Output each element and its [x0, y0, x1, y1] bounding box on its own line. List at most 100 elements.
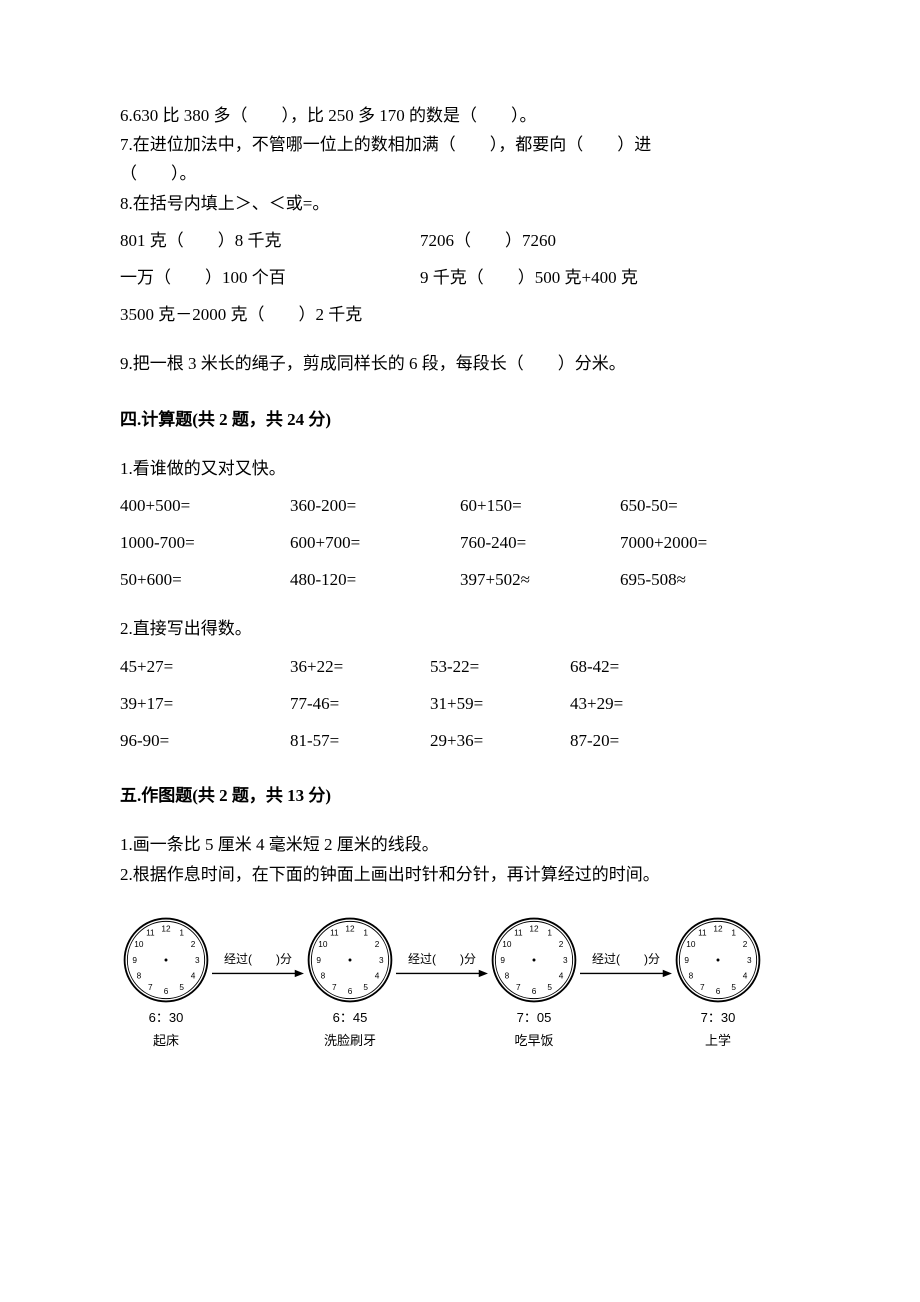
svg-text:9: 9 — [500, 956, 505, 965]
clock-1: 123456789101112 6：30 起床 — [120, 914, 212, 1052]
svg-text:4: 4 — [191, 971, 196, 980]
svg-text:2: 2 — [375, 940, 380, 949]
svg-text:10: 10 — [134, 940, 144, 949]
svg-text:9: 9 — [316, 956, 321, 965]
calc-b-row-1: 45+27= 36+22= 53-22= 68-42= — [120, 653, 800, 680]
svg-text:3: 3 — [195, 956, 200, 965]
clock-face-icon: 123456789101112 — [672, 914, 764, 1006]
svg-text:7: 7 — [700, 983, 705, 992]
svg-text:10: 10 — [686, 940, 696, 949]
clock-face-icon: 123456789101112 — [120, 914, 212, 1006]
clock-time: 6：45 — [333, 1008, 368, 1029]
arrow-1: 经过( )分 — [212, 950, 304, 981]
svg-text:12: 12 — [161, 924, 171, 933]
clock-4: 123456789101112 7：30 上学 — [672, 914, 764, 1052]
section-5-q1: 1.画一条比 5 厘米 4 毫米短 2 厘米的线段。 — [120, 831, 800, 858]
section-4-q2: 2.直接写出得数。 — [120, 615, 800, 642]
q8-row-1: 801 克（ ）8 千克 7206（ ）7260 — [120, 227, 800, 254]
clock-time: 7：05 — [517, 1008, 552, 1029]
calc-cell: 397+502≈ — [460, 566, 620, 593]
svg-text:12: 12 — [345, 924, 355, 933]
calc-cell: 39+17= — [120, 690, 290, 717]
svg-text:3: 3 — [379, 956, 384, 965]
arrow-icon — [580, 967, 672, 981]
calc-cell: 480-120= — [290, 566, 460, 593]
svg-text:12: 12 — [529, 924, 539, 933]
svg-text:11: 11 — [698, 928, 707, 937]
svg-text:8: 8 — [321, 971, 326, 980]
svg-text:11: 11 — [330, 928, 339, 937]
q8-r2-a: 一万（ ）100 个百 — [120, 264, 420, 291]
svg-text:7: 7 — [516, 983, 521, 992]
clock-label: 吃早饭 — [514, 1031, 553, 1052]
svg-text:6: 6 — [716, 987, 721, 996]
svg-text:2: 2 — [743, 940, 748, 949]
calc-a-row-1: 400+500= 360-200= 60+150= 650-50= — [120, 492, 800, 519]
calc-b-row-2: 39+17= 77-46= 31+59= 43+29= — [120, 690, 800, 717]
svg-text:11: 11 — [514, 928, 523, 937]
q8-r3: 3500 克－2000 克（ ）2 千克 — [120, 301, 362, 328]
svg-text:6: 6 — [348, 987, 353, 996]
calc-cell: 7000+2000= — [620, 529, 707, 556]
clock-label: 洗脸刷牙 — [324, 1031, 376, 1052]
calc-cell: 68-42= — [570, 653, 710, 680]
clock-face-icon: 123456789101112 — [488, 914, 580, 1006]
calc-cell: 53-22= — [430, 653, 570, 680]
q8-r1-a: 801 克（ ）8 千克 — [120, 227, 420, 254]
svg-text:8: 8 — [505, 971, 510, 980]
svg-text:3: 3 — [563, 956, 568, 965]
section-4-q1: 1.看谁做的又对又快。 — [120, 455, 800, 482]
calc-cell: 695-508≈ — [620, 566, 686, 593]
svg-text:1: 1 — [731, 928, 736, 937]
q8-r1-b: 7206（ ）7260 — [420, 227, 556, 254]
svg-text:6: 6 — [164, 987, 169, 996]
svg-text:4: 4 — [743, 971, 748, 980]
svg-text:10: 10 — [502, 940, 512, 949]
calc-cell: 60+150= — [460, 492, 620, 519]
clock-face-icon: 123456789101112 — [304, 914, 396, 1006]
svg-text:10: 10 — [318, 940, 328, 949]
question-9: 9.把一根 3 米长的绳子，剪成同样长的 6 段，每段长（ ）分米。 — [120, 350, 800, 377]
svg-text:1: 1 — [179, 928, 184, 937]
question-7-line1: 7.在进位加法中，不管哪一位上的数相加满（ ），都要向（ ）进 — [120, 131, 800, 158]
calc-cell: 96-90= — [120, 727, 290, 754]
q8-r2-b: 9 千克（ ）500 克+400 克 — [420, 264, 638, 291]
question-6: 6.630 比 380 多（ ），比 250 多 170 的数是（ ）。 — [120, 102, 800, 129]
svg-text:8: 8 — [137, 971, 142, 980]
q8-row-3: 3500 克－2000 克（ ）2 千克 — [120, 301, 800, 328]
clock-label: 上学 — [705, 1031, 731, 1052]
calc-a-row-2: 1000-700= 600+700= 760-240= 7000+2000= — [120, 529, 800, 556]
clock-time: 6：30 — [149, 1008, 184, 1029]
arrow-icon — [396, 967, 488, 981]
svg-text:1: 1 — [363, 928, 368, 937]
calc-cell: 31+59= — [430, 690, 570, 717]
question-7-line2: （ ）。 — [120, 160, 800, 187]
clock-2: 123456789101112 6：45 洗脸刷牙 — [304, 914, 396, 1052]
svg-text:7: 7 — [332, 983, 337, 992]
calc-cell: 600+700= — [290, 529, 460, 556]
svg-text:5: 5 — [363, 983, 368, 992]
calc-cell: 36+22= — [290, 653, 430, 680]
arrow-3: 经过( )分 — [580, 950, 672, 981]
clock-row: 123456789101112 6：30 起床 经过( )分 123456789… — [120, 914, 800, 1052]
svg-text:9: 9 — [132, 956, 137, 965]
svg-text:1: 1 — [547, 928, 552, 937]
svg-text:11: 11 — [146, 928, 155, 937]
calc-cell: 650-50= — [620, 492, 678, 519]
q8-row-2: 一万（ ）100 个百 9 千克（ ）500 克+400 克 — [120, 264, 800, 291]
svg-text:7: 7 — [148, 983, 153, 992]
calc-cell: 29+36= — [430, 727, 570, 754]
calc-a-row-3: 50+600= 480-120= 397+502≈ 695-508≈ — [120, 566, 800, 593]
svg-text:6: 6 — [532, 987, 537, 996]
calc-cell: 81-57= — [290, 727, 430, 754]
svg-text:4: 4 — [559, 971, 564, 980]
calc-cell: 45+27= — [120, 653, 290, 680]
calc-cell: 50+600= — [120, 566, 290, 593]
calc-cell: 400+500= — [120, 492, 290, 519]
svg-text:9: 9 — [684, 956, 689, 965]
svg-text:2: 2 — [559, 940, 564, 949]
arrow-2: 经过( )分 — [396, 950, 488, 981]
calc-cell: 77-46= — [290, 690, 430, 717]
section-5-title: 五.作图题(共 2 题，共 13 分) — [120, 782, 800, 809]
svg-text:8: 8 — [689, 971, 694, 980]
